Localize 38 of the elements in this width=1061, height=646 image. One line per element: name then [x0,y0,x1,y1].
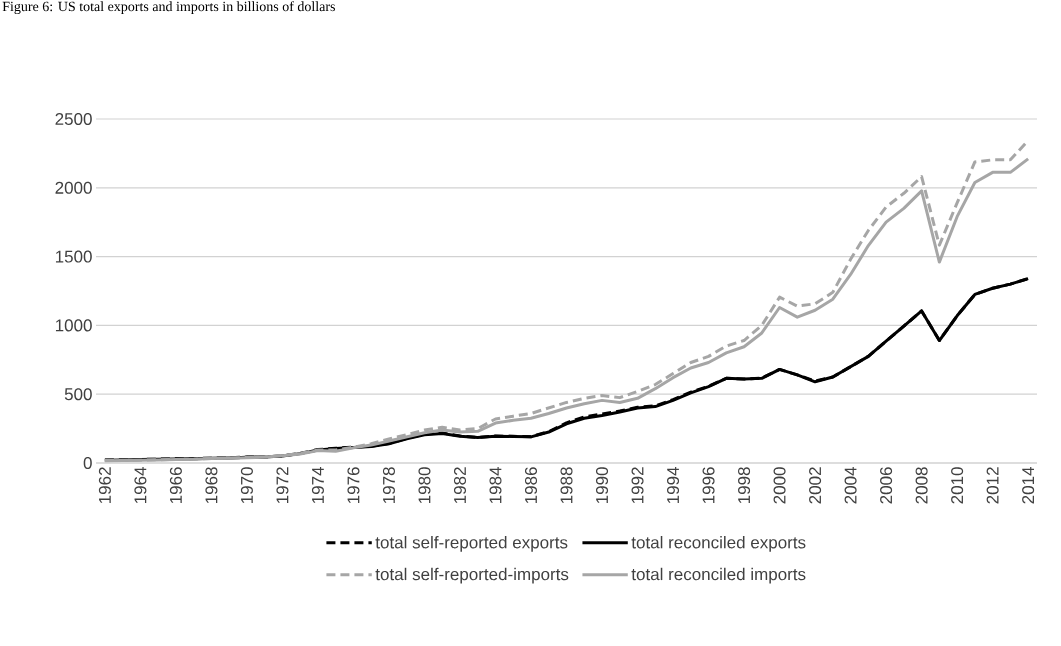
x-tick-label: 1966 [169,467,182,504]
legend-label: total reconciled imports [631,567,806,584]
x-tick-label: 1982 [453,467,466,504]
x-tick-label: 1972 [276,467,289,504]
x-tick-label: 1988 [560,467,573,504]
x-tick-label: 1968 [205,467,218,504]
x-tick-label: 2002 [809,467,822,504]
x-tick-label: 1994 [667,467,680,504]
x-tick-label: 2012 [986,467,999,504]
x-tick-label: 2004 [844,467,857,504]
x-tick-label: 2000 [773,467,786,504]
y-tick-label: 2000 [55,181,92,194]
y-tick-label: 1500 [55,250,92,263]
x-tick-label: 1986 [524,467,538,504]
y-tick-label: 0 [83,456,92,470]
x-tick-label: 1964 [134,467,147,504]
y-tick-label: 2500 [55,112,92,126]
y-tick-label: 500 [64,388,92,401]
x-tick-label: 1992 [631,467,644,504]
x-tick-label: 1970 [240,467,253,504]
x-tick-label: 2008 [915,467,928,504]
x-tick-label: 2006 [880,467,893,504]
x-tick-label: 1978 [382,467,395,504]
x-tick-label: 1980 [418,467,431,504]
x-tick-label: 1990 [595,467,609,504]
x-tick-label: 2014 [1022,467,1035,504]
chart-title: Figure 6: US total exports and imports in billions of dollars [2,1,335,15]
x-tick-label: 1974 [311,467,324,504]
x-tick-label: 1984 [489,467,502,504]
x-tick-label: 1998 [738,467,751,504]
legend-label: total self-reported-imports [375,567,569,584]
y-tick-label: 1000 [55,319,92,332]
x-tick-label: 2010 [951,467,964,504]
legend-label: total self-reported exports [375,535,568,552]
legend-label: total reconciled exports [631,535,806,552]
x-tick-label: 1996 [702,467,715,504]
x-tick-label: 1962 [98,467,111,504]
x-tick-label: 1976 [347,467,360,504]
